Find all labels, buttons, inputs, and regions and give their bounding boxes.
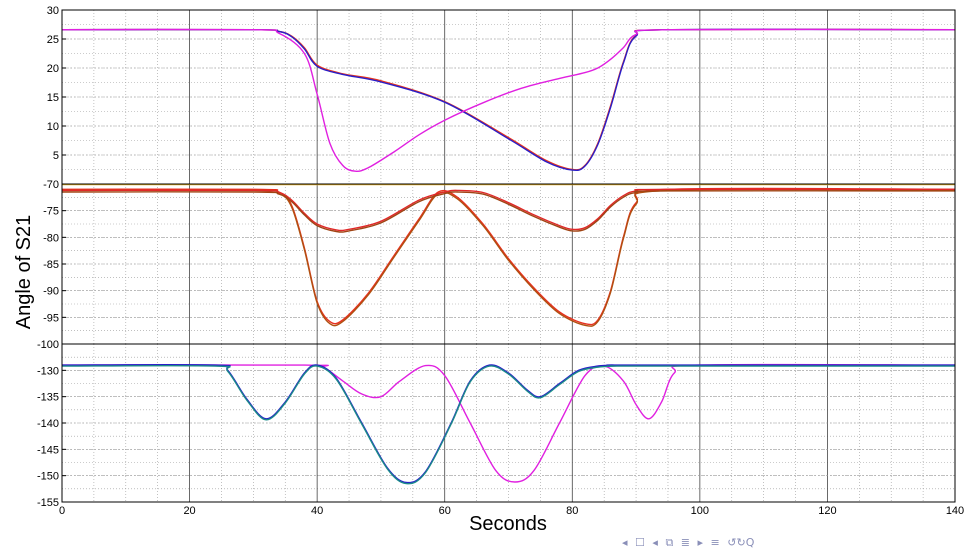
y-tick-label-bottom: -130: [37, 365, 59, 377]
series-line-middle-4: [61, 190, 956, 233]
nav-section-icon[interactable]: ⧉: [665, 536, 674, 549]
x-tick-label: 40: [311, 505, 323, 517]
x-tick-label: 0: [59, 505, 65, 517]
series-line-bottom-0: [61, 363, 956, 483]
x-tick-label: 100: [691, 505, 709, 517]
nav-prev-icon[interactable]: ◂: [652, 536, 658, 549]
y-tick-label-top: 15: [47, 92, 59, 104]
x-tick-label: 140: [946, 505, 964, 517]
y-tick-label-top: 5: [53, 150, 59, 162]
y-tick-label-middle: -80: [43, 232, 59, 244]
y-tick-label-middle: -100: [37, 339, 59, 351]
y-tick-label-middle: -85: [43, 259, 59, 271]
series-line-top-2: [61, 28, 956, 172]
y-tick-label-bottom: -145: [37, 444, 59, 456]
y-tick-label-bottom: -140: [37, 418, 59, 430]
y-tick-label-top: 25: [47, 34, 59, 46]
nav-last-icon[interactable]: ≡: [710, 536, 720, 549]
nav-search-icon[interactable]: ↺↻Q: [727, 536, 755, 549]
y-axis-title: Angle of S21: [13, 215, 35, 330]
y-tick-label-bottom: -135: [37, 392, 59, 404]
grid: [62, 10, 955, 502]
y-tick-label-bottom: -150: [37, 471, 59, 483]
y-tick-label-top: 10: [47, 121, 59, 133]
y-tick-label-top: 20: [47, 63, 59, 75]
series-line-top-1: [61, 28, 956, 172]
x-tick-label: 80: [566, 505, 578, 517]
nav-first-icon[interactable]: ◂: [622, 536, 628, 549]
nav-subsection-icon[interactable]: ≣: [680, 536, 691, 549]
x-tick-label: 20: [183, 505, 195, 517]
y-tick-label-middle: -75: [43, 206, 59, 218]
x-tick-label: 120: [818, 505, 836, 517]
series-line-middle-2: [61, 188, 956, 327]
nav-frame-icon[interactable]: ☐: [635, 536, 645, 549]
y-tick-label-bottom: -155: [37, 497, 59, 509]
y-tick-label-middle: -95: [43, 312, 59, 324]
x-axis-title: Seconds: [469, 513, 547, 535]
x-tick-label: 60: [439, 505, 451, 517]
series-line-middle-3: [61, 188, 956, 232]
series-line-bottom-2: [61, 365, 955, 485]
y-tick-label-top: 30: [47, 5, 59, 17]
y-tick-label-middle: -90: [43, 286, 59, 298]
y-tick-label-middle: -70: [43, 179, 59, 191]
beamer-navigation: ◂ ☐ ◂ ⧉ ≣ ▸ ≡ ↺↻Q: [622, 536, 758, 550]
plot-frames: [61, 9, 956, 503]
tick-labels: 5 10 15 20 25 30 -100 -95 -90 -85 -80 -75 -70 -155 -15…: [37, 5, 964, 517]
nav-next-icon[interactable]: ▸: [697, 536, 704, 549]
